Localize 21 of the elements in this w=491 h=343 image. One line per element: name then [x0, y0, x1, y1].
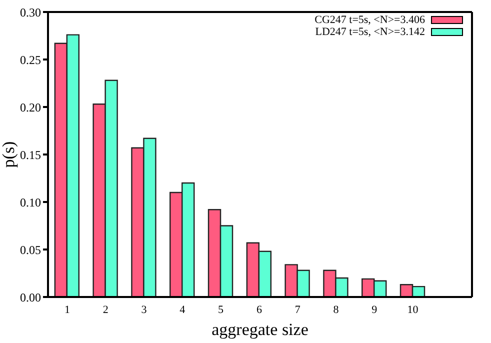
- y-tick-label: 0.25: [20, 52, 41, 67]
- x-tick-label: 10: [407, 304, 419, 316]
- x-tick-label: 8: [333, 304, 340, 316]
- y-tick-label: 0.10: [20, 195, 41, 210]
- legend-label: LD247 t=5s, <N>=3.142: [315, 26, 425, 38]
- x-tick-label: 1: [64, 304, 70, 316]
- legend-label: CG247 t=5s, <N>=3.406: [314, 14, 425, 26]
- x-tick-label: 4: [180, 304, 186, 316]
- y-tick-label: 0.15: [20, 148, 41, 162]
- y-tick-label: 0.05: [20, 242, 41, 257]
- x-tick-label: 9: [372, 304, 378, 316]
- x-tick-label: 6: [256, 304, 262, 316]
- x-tick-label: 2: [102, 304, 108, 316]
- x-tick-label: 5: [218, 304, 224, 316]
- x-axis-title: aggregate size: [212, 320, 308, 339]
- x-tick-label: 7: [294, 304, 301, 316]
- x-tick-label: 3: [141, 304, 148, 316]
- y-tick-label: 0.20: [20, 100, 41, 114]
- y-tick-label: 0.30: [20, 5, 41, 20]
- y-axis-title: p(s): [0, 141, 18, 168]
- y-tick-label: 0.00: [20, 290, 41, 304]
